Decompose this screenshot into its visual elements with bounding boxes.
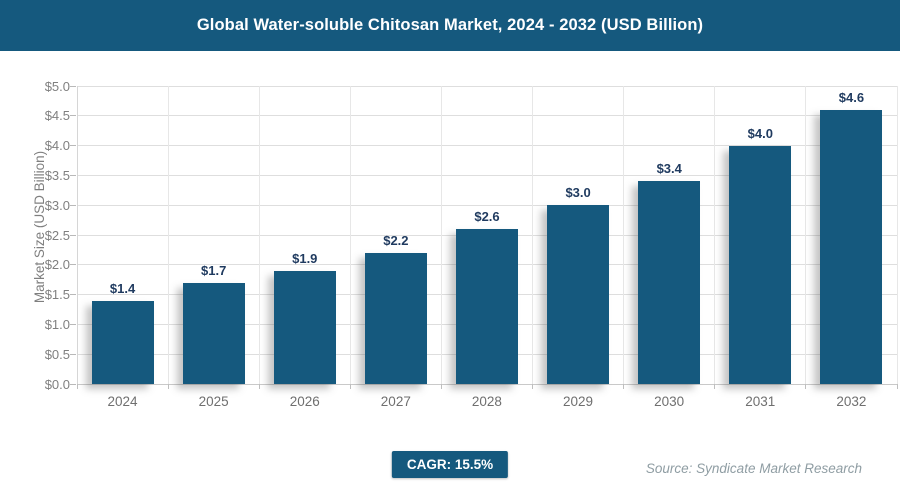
v-gridline	[805, 86, 807, 384]
y-tick-label: $4.0	[44, 138, 70, 154]
plot-area: $0.0 $0.5 $1.0 $1.5 $2.0 $2.5 $3.0 $3.5 $4.0 $4.5…	[45, 80, 898, 409]
h-gridline	[77, 85, 897, 87]
chart-title: Global Water-soluble Chitosan Market, 20…	[196, 16, 704, 34]
bar-value-label: $1.4	[109, 280, 136, 296]
y-tick-mark	[70, 145, 76, 147]
x-tick-mark	[714, 384, 716, 389]
bar-2026	[273, 270, 336, 384]
y-tick-label: $5.0	[44, 78, 70, 94]
bar-value-label: $3.0	[565, 185, 591, 201]
y-tick-mark	[70, 174, 76, 176]
h-gridline	[77, 145, 897, 147]
bar-2024	[91, 300, 154, 384]
y-tick-label: $2.0	[44, 257, 70, 273]
cagr-badge-label: CAGR: 15.5%	[406, 457, 494, 472]
y-tick-mark	[70, 85, 76, 87]
v-gridline	[167, 86, 169, 384]
x-tick-label: 2029	[563, 394, 594, 409]
v-gridline	[532, 86, 534, 384]
y-tick-mark	[70, 323, 76, 325]
y-tick-label: $3.0	[44, 197, 70, 213]
v-gridline	[896, 86, 898, 384]
bar-value-label: $4.6	[838, 89, 865, 105]
x-tick-label: 2032	[836, 394, 867, 409]
y-tick-label: $3.5	[44, 167, 70, 183]
y-tick-mark	[70, 383, 76, 385]
y-tick-label: $0.5	[44, 346, 70, 362]
v-gridline	[440, 86, 442, 384]
x-tick-label: 2031	[745, 394, 776, 409]
x-tick-mark	[76, 384, 78, 389]
x-tick-mark	[349, 384, 351, 389]
bar-value-label: $3.4	[656, 161, 682, 177]
y-tick-mark	[70, 204, 76, 206]
x-tick-mark	[258, 384, 260, 389]
bar-value-label: $2.6	[474, 209, 500, 225]
bar-2030	[638, 181, 701, 384]
bar-2031	[729, 145, 792, 384]
y-tick-label: $1.0	[44, 316, 70, 332]
x-tick-label: 2025	[198, 394, 229, 409]
h-gridline	[77, 174, 897, 176]
x-tick-mark	[532, 384, 534, 389]
x-tick-label: 2030	[654, 394, 685, 409]
x-tick-mark	[805, 384, 807, 389]
y-tick-label: $0.0	[44, 376, 70, 392]
source-attribution: Source: Syndicate Market Research	[645, 461, 862, 476]
bar-value-label: $1.9	[292, 250, 318, 266]
bar-2032	[820, 109, 883, 384]
v-gridline	[258, 86, 260, 384]
v-gridline	[623, 86, 625, 384]
cagr-badge: CAGR: 15.5%	[391, 451, 509, 478]
chart-title-bar: Global Water-soluble Chitosan Market, 20…	[0, 0, 900, 51]
v-gridline	[349, 86, 351, 384]
h-gridline	[77, 115, 897, 117]
y-tick-mark	[70, 353, 76, 355]
y-tick-mark	[70, 234, 76, 236]
x-tick-label: 2027	[380, 394, 411, 409]
v-gridline	[714, 86, 716, 384]
y-tick-label: $1.5	[44, 287, 70, 303]
bar-2027	[364, 252, 427, 384]
bar-2028	[456, 229, 518, 384]
x-tick-label: 2024	[107, 394, 138, 409]
bar-value-label: $2.2	[383, 232, 409, 248]
y-tick-label: $4.5	[44, 108, 70, 124]
y-tick-mark	[70, 264, 76, 266]
x-tick-mark	[167, 384, 169, 389]
x-tick-mark	[896, 384, 898, 389]
y-tick-mark	[70, 115, 76, 117]
h-gridline	[77, 204, 897, 206]
bar-value-label: $4.0	[747, 125, 773, 141]
x-tick-label: 2026	[289, 394, 320, 409]
bar-value-label: $1.7	[201, 262, 227, 278]
y-tick-mark	[70, 294, 76, 296]
bar-chart: Market Size (USD Billion) $0.0 $0.5 $1.0 $1…	[0, 51, 900, 431]
v-gridline	[76, 86, 78, 384]
x-tick-label: 2028	[471, 394, 502, 409]
bar-2029	[547, 205, 610, 384]
bar-2025	[182, 282, 245, 384]
x-tick-mark	[623, 384, 625, 389]
h-gridline	[77, 383, 897, 385]
y-tick-label: $2.5	[44, 227, 70, 243]
x-tick-mark	[440, 384, 442, 389]
